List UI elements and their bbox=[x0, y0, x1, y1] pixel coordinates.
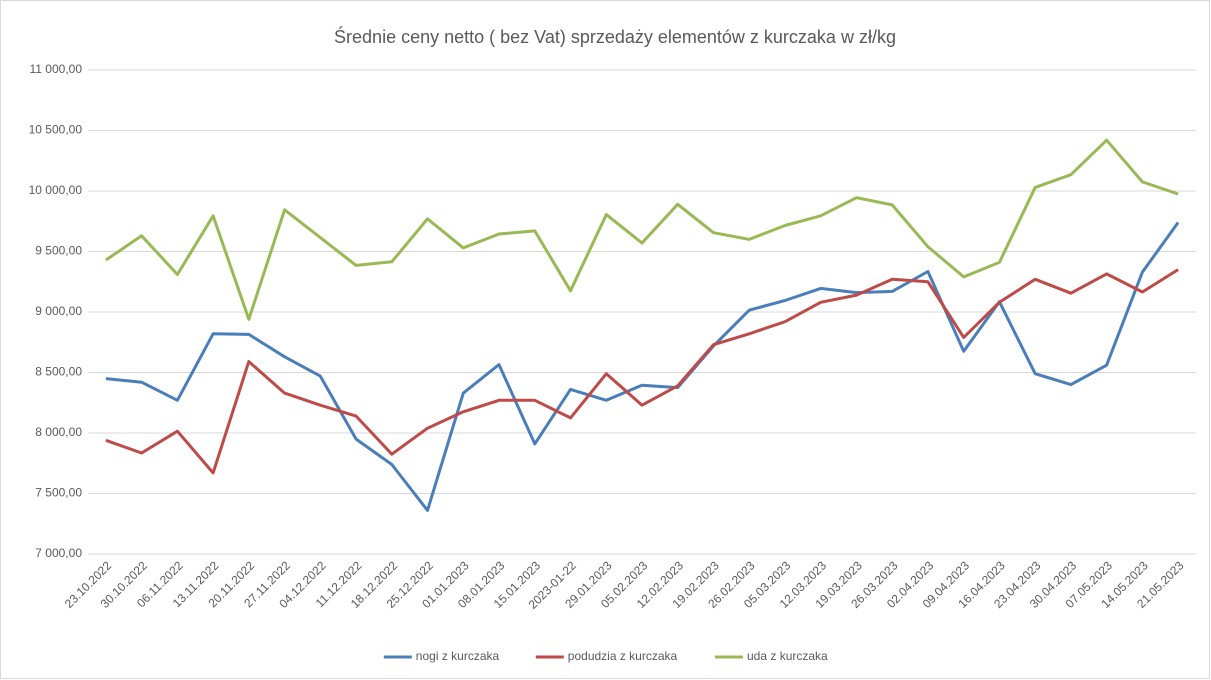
y-tick-label: 7 500,00 bbox=[35, 486, 82, 500]
series-line bbox=[105, 268, 1179, 475]
y-tick-label: 10 500,00 bbox=[29, 123, 83, 137]
y-tick-label: 8 000,00 bbox=[35, 425, 82, 439]
y-tick-label: 11 000,00 bbox=[30, 62, 83, 76]
legend-label: podudzia z kurczaka bbox=[568, 649, 678, 663]
y-tick-label: 8 500,00 bbox=[35, 365, 82, 379]
y-tick-label: 9 000,00 bbox=[35, 304, 82, 318]
chart-title: Średnie ceny netto ( bez Vat) sprzedaży … bbox=[334, 26, 896, 47]
y-tick-label: 7 000,00 bbox=[35, 546, 82, 560]
series-line bbox=[105, 138, 1179, 321]
legend-label: uda z kurczaka bbox=[747, 649, 828, 663]
legend-label: nogi z kurczaka bbox=[416, 649, 500, 663]
y-tick-label: 9 500,00 bbox=[35, 244, 82, 258]
y-tick-label: 10 000,00 bbox=[29, 183, 83, 197]
